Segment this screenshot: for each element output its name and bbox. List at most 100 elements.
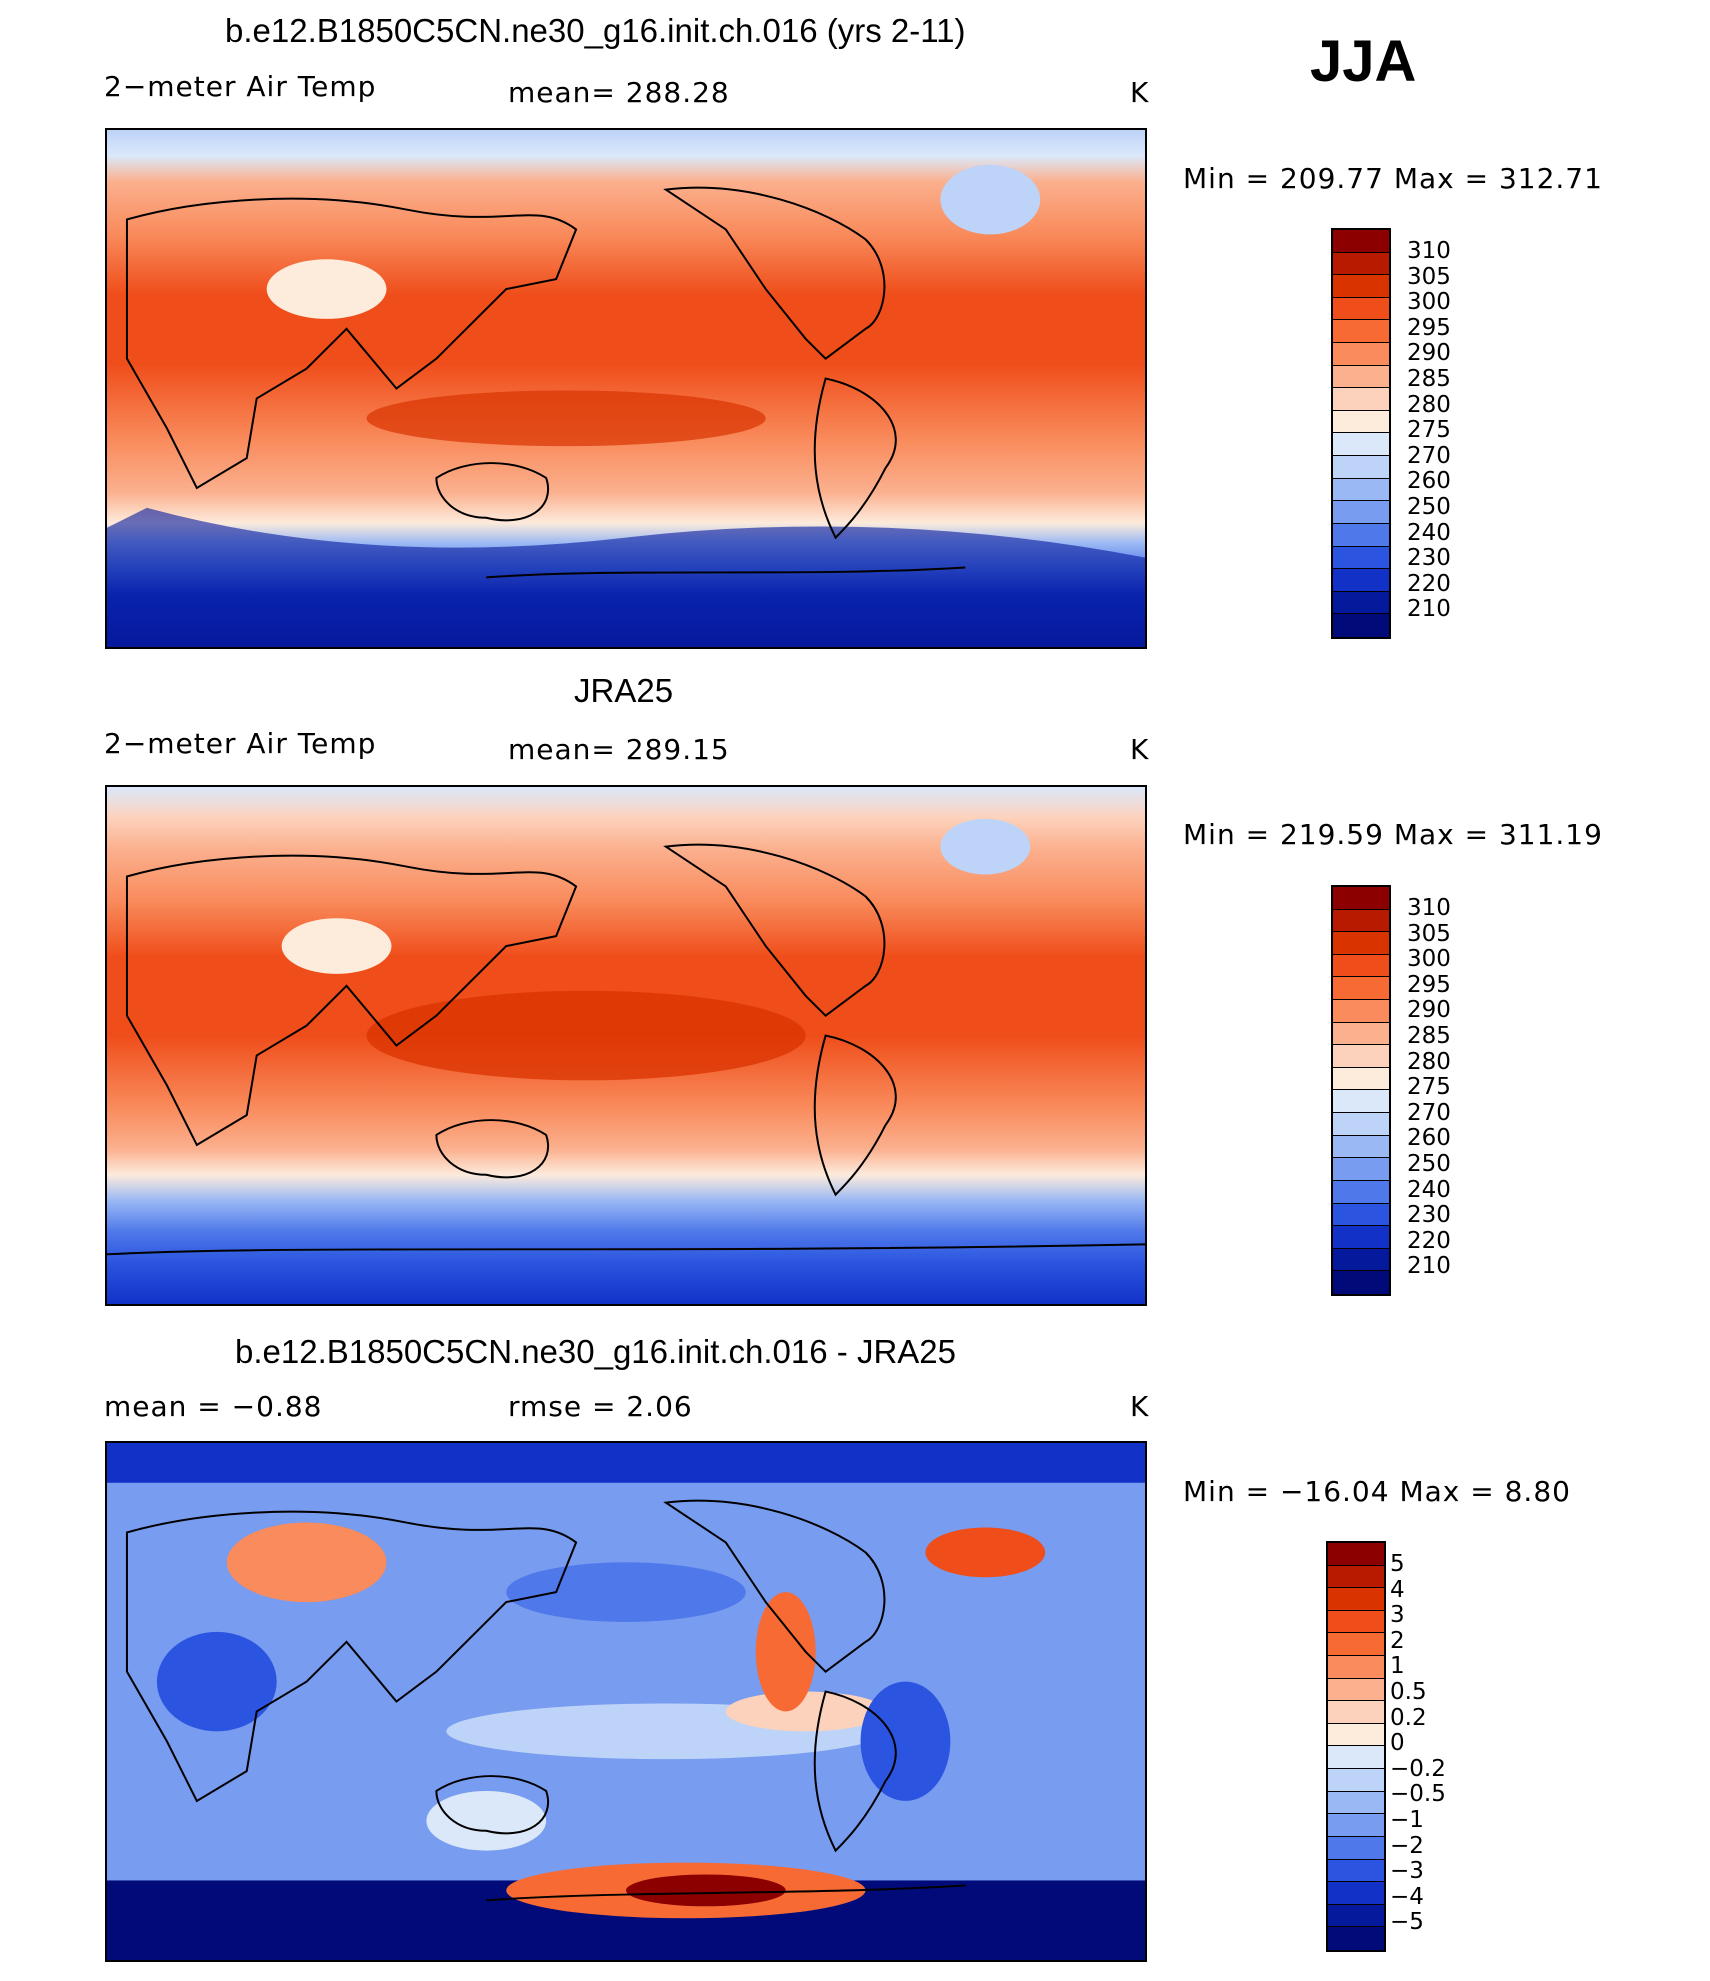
colorbar-swatch xyxy=(1328,1836,1384,1860)
colorbar-swatch xyxy=(1333,275,1389,298)
colorbar-level-label: −1 xyxy=(1390,1807,1424,1833)
panel-3-title: b.e12.B1850C5CN.ne30_g16.init.ch.016 - J… xyxy=(235,1333,956,1370)
colorbar-level-label: 295 xyxy=(1407,314,1451,341)
colorbar-swatch xyxy=(1333,1203,1389,1227)
colorbar-level-label: 0.2 xyxy=(1390,1704,1427,1731)
panel-3-mean-label: mean = −0.88 xyxy=(104,1390,323,1423)
colorbar-swatch xyxy=(1333,388,1389,411)
colorbar-level-label: 275 xyxy=(1407,1074,1451,1101)
panel-2-units-label: K xyxy=(1130,733,1150,766)
colorbar-swatch xyxy=(1333,1022,1389,1046)
colorbar-swatch xyxy=(1333,297,1389,321)
colorbar-swatch xyxy=(1333,433,1389,457)
colorbar-swatch xyxy=(1333,365,1389,389)
colorbar-level-label: 240 xyxy=(1407,1176,1451,1203)
panel-2-map xyxy=(105,785,1147,1306)
colorbar-level-label: 310 xyxy=(1407,238,1451,264)
colorbar-level-label: 280 xyxy=(1407,1048,1451,1075)
colorbar-swatch xyxy=(1328,1814,1384,1837)
colorbar-swatch xyxy=(1333,1158,1389,1181)
colorbar-swatch xyxy=(1333,1135,1389,1159)
colorbar-level-label: 305 xyxy=(1407,920,1451,947)
colorbar-swatch xyxy=(1333,1045,1389,1068)
panel-2-colorbar xyxy=(1331,885,1391,1296)
colorbar-swatch xyxy=(1333,320,1389,344)
colorbar-swatch xyxy=(1333,909,1389,933)
colorbar-swatch xyxy=(1328,1678,1384,1702)
colorbar-level-label: 290 xyxy=(1407,997,1451,1024)
colorbar-swatch xyxy=(1333,1226,1389,1249)
colorbar-level-label: 2 xyxy=(1390,1627,1405,1654)
colorbar-swatch xyxy=(1333,478,1389,502)
colorbar-level-label: −3 xyxy=(1390,1858,1424,1885)
colorbar-level-label: 5 xyxy=(1390,1551,1405,1577)
colorbar-level-label: 220 xyxy=(1407,570,1451,597)
colorbar-swatch xyxy=(1328,1769,1384,1792)
colorbar-swatch xyxy=(1333,1180,1389,1204)
panel-1-map-svg xyxy=(107,130,1145,647)
colorbar-level-label: 3 xyxy=(1390,1602,1405,1629)
colorbar-swatch xyxy=(1333,501,1389,524)
panel-1-mean-label: mean= 288.28 xyxy=(508,76,730,109)
panel-1-title: b.e12.B1850C5CN.ne30_g16.init.ch.016 (yr… xyxy=(225,12,966,49)
colorbar-level-label: 220 xyxy=(1407,1227,1451,1254)
panel-3-map-svg xyxy=(107,1443,1145,1960)
colorbar-swatch xyxy=(1328,1904,1384,1928)
panel-3-rmse-label: rmse = 2.06 xyxy=(508,1390,693,1423)
colorbar-swatch xyxy=(1328,1565,1384,1589)
colorbar-swatch xyxy=(1333,1000,1389,1023)
colorbar-level-label: 275 xyxy=(1407,417,1451,444)
colorbar-swatch xyxy=(1328,1633,1384,1657)
colorbar-swatch xyxy=(1333,977,1389,1001)
panel-2-map-svg xyxy=(107,787,1145,1304)
colorbar-swatch xyxy=(1328,1791,1384,1815)
colorbar-swatch xyxy=(1333,343,1389,366)
colorbar-level-label: 250 xyxy=(1407,494,1451,520)
colorbar-swatch xyxy=(1333,1248,1389,1272)
colorbar-level-label: 4 xyxy=(1390,1576,1405,1603)
colorbar-level-label: −0.2 xyxy=(1390,1755,1446,1782)
colorbar-swatch xyxy=(1328,1610,1384,1634)
colorbar-swatch xyxy=(1328,1588,1384,1611)
colorbar-swatch xyxy=(1333,410,1389,434)
panel-1-units-label: K xyxy=(1130,76,1150,109)
colorbar-level-label: 305 xyxy=(1407,263,1451,290)
colorbar-swatch xyxy=(1333,954,1389,978)
colorbar-level-label: 270 xyxy=(1407,442,1451,469)
panel-2-mean-label: mean= 289.15 xyxy=(508,733,730,766)
colorbar-level-label: 210 xyxy=(1407,596,1451,623)
colorbar-level-label: 230 xyxy=(1407,1202,1451,1229)
colorbar-level-label: 0.5 xyxy=(1390,1679,1427,1705)
colorbar-swatch xyxy=(1333,523,1389,547)
colorbar-swatch xyxy=(1333,252,1389,276)
colorbar-swatch xyxy=(1328,1701,1384,1724)
colorbar-swatch xyxy=(1328,1882,1384,1905)
colorbar-level-label: 250 xyxy=(1407,1151,1451,1177)
season-label: JJA xyxy=(1310,29,1417,94)
panel-3-map xyxy=(105,1441,1147,1962)
colorbar-swatch xyxy=(1333,1067,1389,1091)
colorbar-swatch xyxy=(1333,887,1389,910)
colorbar-swatch xyxy=(1328,1859,1384,1883)
colorbar-level-label: 230 xyxy=(1407,545,1451,572)
colorbar-swatch xyxy=(1328,1927,1384,1950)
panel-3-units-label: K xyxy=(1130,1390,1150,1423)
colorbar-level-label: 0 xyxy=(1390,1730,1405,1757)
colorbar-level-label: 260 xyxy=(1407,1125,1451,1152)
panel-1-variable-label: 2−meter Air Temp xyxy=(104,70,377,103)
colorbar-swatch xyxy=(1328,1656,1384,1679)
panel-2-variable-label: 2−meter Air Temp xyxy=(104,727,377,760)
colorbar-swatch xyxy=(1333,1090,1389,1114)
colorbar-swatch xyxy=(1328,1543,1384,1566)
colorbar-level-label: 210 xyxy=(1407,1253,1451,1280)
panel-3-minmax: Min = −16.04 Max = 8.80 xyxy=(1183,1475,1571,1508)
colorbar-swatch xyxy=(1333,230,1389,253)
colorbar-level-label: 270 xyxy=(1407,1099,1451,1126)
colorbar-level-label: 290 xyxy=(1407,340,1451,367)
colorbar-swatch xyxy=(1333,614,1389,637)
colorbar-swatch xyxy=(1333,932,1389,955)
colorbar-level-label: 240 xyxy=(1407,519,1451,546)
colorbar-level-label: −2 xyxy=(1390,1832,1424,1859)
panel-2-minmax: Min = 219.59 Max = 311.19 xyxy=(1183,818,1603,851)
colorbar-level-label: 285 xyxy=(1407,1023,1451,1049)
